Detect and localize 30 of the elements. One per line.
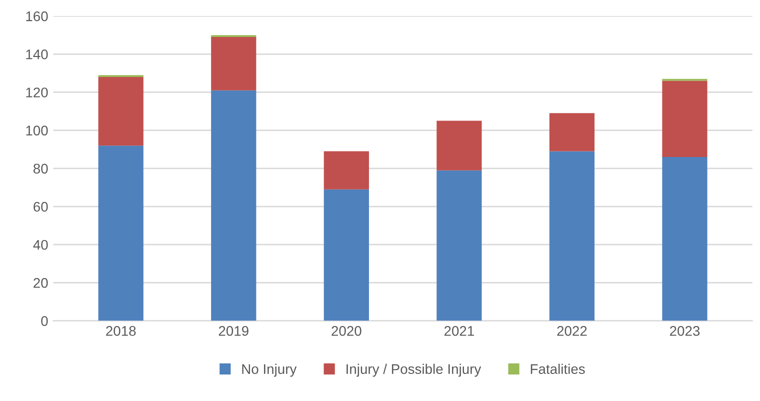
x-tick-label: 2022 (557, 326, 587, 336)
y-tick-label: 100 (26, 126, 48, 136)
bar (436, 120, 482, 170)
y-tick-label: 0 (41, 316, 48, 326)
bar (549, 113, 595, 152)
y-tick-label: 40 (33, 240, 48, 250)
bar (211, 36, 256, 90)
bar (662, 156, 708, 321)
bar (662, 80, 708, 157)
bar (549, 151, 595, 321)
bar (324, 189, 369, 321)
bar (324, 151, 369, 190)
legend-label: Fatalities (530, 364, 585, 374)
x-tick-label: 2019 (218, 326, 248, 336)
bar (436, 170, 482, 321)
legend-label: Injury / Possible Injury (346, 364, 482, 377)
x-tick-label: 2020 (332, 326, 362, 336)
y-tick-label: 80 (33, 164, 48, 174)
x-tick-label: 2018 (106, 326, 136, 336)
y-tick-label: 120 (26, 88, 48, 98)
y-tick-label: 140 (26, 49, 48, 60)
y-tick-label: 160 (26, 11, 48, 22)
x-tick-label: 2021 (444, 326, 474, 336)
y-tick-label: 60 (34, 202, 48, 212)
bar (98, 76, 144, 146)
legend-label: No Injury (242, 364, 297, 377)
bar (98, 146, 144, 321)
bar (211, 90, 256, 321)
y-tick-label: 20 (34, 278, 48, 288)
x-tick-label: 2023 (670, 326, 700, 336)
